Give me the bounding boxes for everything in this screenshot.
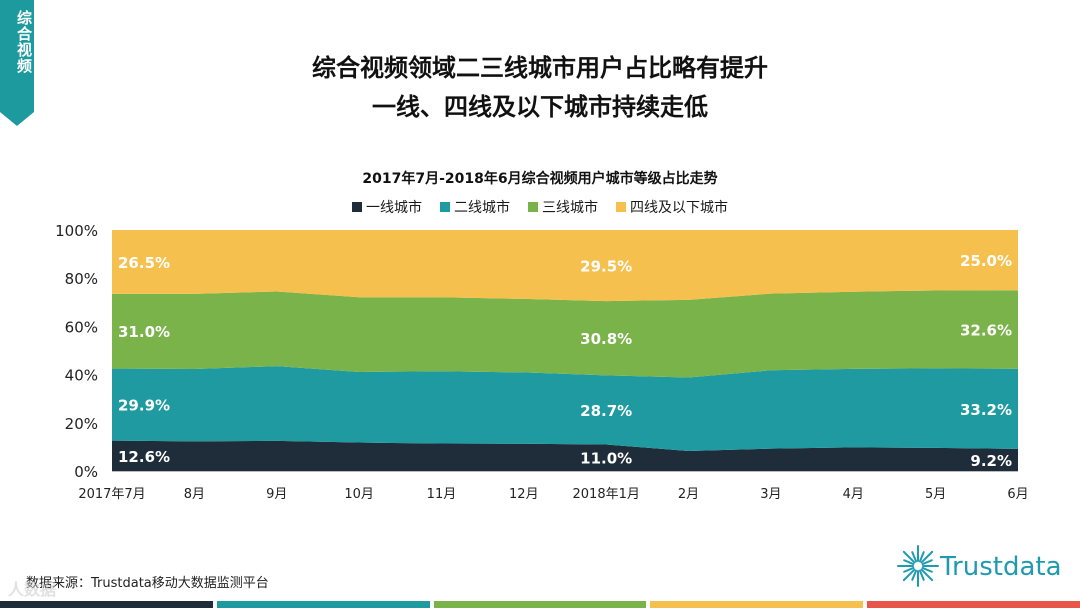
legend-item-0: 一线城市	[352, 197, 422, 217]
data-label: 11.0%	[580, 450, 632, 468]
y-tick-label: 20%	[65, 415, 98, 433]
data-label: 30.8%	[580, 330, 632, 348]
x-tick-label: 4月	[843, 487, 864, 502]
legend-label: 三线城市	[542, 200, 598, 216]
legend-swatch	[440, 202, 450, 212]
sunburst-ray	[921, 559, 933, 566]
trustdata-logo: Trustdata	[896, 540, 1072, 590]
legend-label: 四线及以下城市	[630, 200, 728, 216]
x-tick-label: 11月	[427, 487, 457, 502]
legend-label: 二线城市	[454, 200, 510, 216]
legend-label: 一线城市	[366, 200, 422, 216]
x-tick-label: 2018年1月	[573, 487, 640, 502]
sunburst-ray	[920, 550, 934, 564]
legend-item-1: 二线城市	[440, 197, 510, 217]
area-series-0	[112, 440, 1018, 471]
sunburst-ray	[911, 569, 918, 581]
y-tick-label: 0%	[74, 463, 98, 481]
bottom-bar-segment-0	[0, 601, 213, 608]
x-tick-label: 2月	[678, 487, 699, 502]
side-tab-shape	[0, 0, 34, 126]
x-tick-label: 10月	[344, 487, 374, 502]
area-series-2	[112, 290, 1018, 378]
sunburst-ray	[903, 566, 915, 573]
data-label: 9.2%	[970, 452, 1012, 470]
side-tab: 综合视频	[0, 0, 40, 128]
chart-legend: 一线城市 二线城市 三线城市 四线及以下城市	[0, 197, 1080, 217]
sunburst-ray	[911, 551, 918, 563]
bottom-bar-segment-1	[216, 601, 430, 608]
logo-text: Trustdata	[940, 552, 1062, 582]
legend-swatch	[528, 202, 538, 212]
headline-line-2: 一线、四线及以下城市持续走低	[372, 93, 708, 121]
y-tick-label: 80%	[65, 270, 98, 288]
area-series-1	[112, 366, 1018, 451]
legend-swatch	[352, 202, 362, 212]
x-tick-label: 8月	[184, 487, 205, 502]
sunburst-ray	[902, 568, 916, 582]
data-label: 29.5%	[580, 258, 632, 276]
bottom-bar-segment-4	[867, 601, 1080, 608]
stacked-area-chart: 0% 20% 40% 60% 80% 100% 2017年7月 8月 9月 10月 11月 12月 20…	[55, 222, 1029, 502]
bottom-color-bar	[0, 601, 1080, 608]
side-tab-label: 综合视频	[15, 10, 33, 74]
data-label: 26.5%	[118, 254, 170, 272]
sunburst-ray	[918, 551, 925, 563]
sunburst-ray	[918, 569, 925, 581]
sunburst-ray	[920, 568, 934, 582]
sunburst-ray	[921, 566, 933, 573]
x-tick-label: 9月	[266, 487, 287, 502]
data-label: 28.7%	[580, 402, 632, 420]
data-label: 12.6%	[118, 448, 170, 466]
x-tick-label: 3月	[760, 487, 781, 502]
sunburst-icon	[897, 545, 939, 587]
data-label: 32.6%	[960, 322, 1012, 340]
data-label: 25.0%	[960, 252, 1012, 270]
legend-swatch	[616, 202, 626, 212]
y-tick-label: 100%	[55, 222, 98, 240]
data-label: 31.0%	[118, 323, 170, 341]
x-tick-label: 5月	[925, 487, 946, 502]
data-label: 29.9%	[118, 397, 170, 415]
x-tick-label: 2017年7月	[78, 487, 145, 502]
watermark: 人数据	[8, 580, 57, 599]
sunburst-ray	[902, 550, 916, 564]
y-tick-label: 40%	[65, 367, 98, 385]
data-label: 33.2%	[960, 401, 1012, 419]
bottom-bar-segment-2	[433, 601, 647, 608]
area-series-3	[112, 230, 1018, 302]
chart-title: 2017年7月-2018年6月综合视频用户城市等级占比走势	[362, 171, 718, 187]
legend-item-2: 三线城市	[528, 197, 598, 217]
bottom-bar-segment-3	[650, 601, 864, 608]
headline-line-1: 综合视频领域二三线城市用户占比略有提升	[312, 54, 768, 82]
data-source: 数据来源：Trustdata移动大数据监测平台	[26, 576, 269, 591]
x-tick-label: 12月	[509, 487, 539, 502]
y-tick-label: 60%	[65, 318, 98, 336]
x-tick-label: 6月	[1007, 487, 1028, 502]
legend-item-3: 四线及以下城市	[616, 197, 728, 217]
sunburst-ray	[903, 559, 915, 566]
